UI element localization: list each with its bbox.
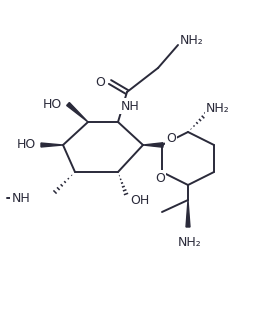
Text: NH₂: NH₂ — [180, 34, 204, 47]
Text: OH: OH — [130, 193, 150, 207]
Polygon shape — [67, 103, 88, 122]
Polygon shape — [186, 200, 190, 227]
Text: O: O — [155, 172, 165, 184]
Text: NH: NH — [12, 191, 30, 205]
Polygon shape — [143, 143, 163, 147]
Text: HO: HO — [16, 139, 36, 151]
Text: NH₂: NH₂ — [178, 237, 202, 249]
Text: O: O — [166, 133, 176, 146]
Text: HO: HO — [42, 97, 62, 111]
Polygon shape — [41, 143, 63, 147]
Text: NH: NH — [121, 100, 139, 113]
Text: NH₂: NH₂ — [206, 102, 230, 115]
Text: O: O — [95, 76, 105, 88]
